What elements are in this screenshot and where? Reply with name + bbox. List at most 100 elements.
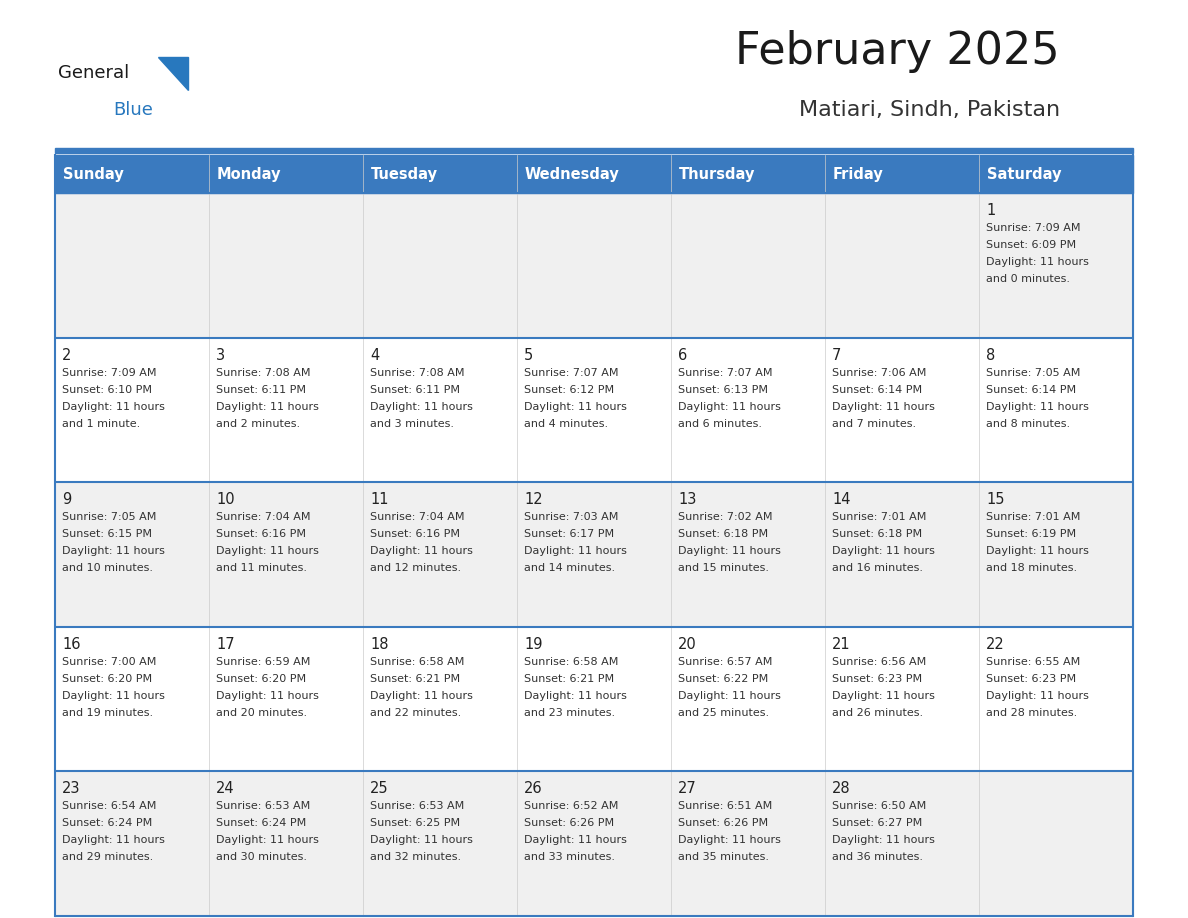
Text: 14: 14 [832,492,851,508]
Text: 11: 11 [369,492,388,508]
Bar [979,338,1133,482]
Bar [364,193,517,338]
Text: Daylight: 11 hours: Daylight: 11 hours [369,835,473,845]
Text: Daylight: 11 hours: Daylight: 11 hours [62,546,165,556]
Text: Sunset: 6:19 PM: Sunset: 6:19 PM [986,529,1076,539]
Text: and 33 minutes.: and 33 minutes. [524,853,615,862]
Bar [209,338,364,482]
Text: Daylight: 11 hours: Daylight: 11 hours [216,691,318,700]
Text: and 36 minutes.: and 36 minutes. [832,853,923,862]
Text: Daylight: 11 hours: Daylight: 11 hours [216,401,318,411]
Text: Tuesday: Tuesday [371,166,438,182]
Text: Monday: Monday [217,166,282,182]
Text: Daylight: 11 hours: Daylight: 11 hours [986,691,1089,700]
Text: Daylight: 11 hours: Daylight: 11 hours [832,835,935,845]
Text: 25: 25 [369,781,388,797]
Text: 3: 3 [216,348,225,363]
Text: 1: 1 [986,203,996,218]
Text: and 28 minutes.: and 28 minutes. [986,708,1078,718]
Text: Saturday: Saturday [987,166,1062,182]
Bar [824,627,979,771]
Bar [517,155,671,193]
Bar [979,771,1133,916]
Text: Sunrise: 7:08 AM: Sunrise: 7:08 AM [369,367,465,377]
Text: 13: 13 [678,492,696,508]
Text: 20: 20 [678,637,696,652]
Text: Sunrise: 6:51 AM: Sunrise: 6:51 AM [678,801,772,812]
Bar [364,771,517,916]
Text: Sunrise: 6:54 AM: Sunrise: 6:54 AM [62,801,157,812]
Text: Sunrise: 6:52 AM: Sunrise: 6:52 AM [524,801,619,812]
Text: Sunset: 6:21 PM: Sunset: 6:21 PM [524,674,614,684]
Bar [55,771,209,916]
Text: and 12 minutes.: and 12 minutes. [369,564,461,573]
Text: Sunset: 6:11 PM: Sunset: 6:11 PM [369,385,460,395]
Text: Sunrise: 7:04 AM: Sunrise: 7:04 AM [216,512,310,522]
Text: and 10 minutes.: and 10 minutes. [62,564,153,573]
Text: 21: 21 [832,637,851,652]
Text: and 14 minutes.: and 14 minutes. [524,564,615,573]
Text: and 2 minutes.: and 2 minutes. [216,419,301,429]
Text: Sunrise: 7:01 AM: Sunrise: 7:01 AM [986,512,1080,522]
Text: Daylight: 11 hours: Daylight: 11 hours [678,401,781,411]
Text: Sunset: 6:18 PM: Sunset: 6:18 PM [832,529,922,539]
Text: Daylight: 11 hours: Daylight: 11 hours [62,401,165,411]
Text: Daylight: 11 hours: Daylight: 11 hours [832,401,935,411]
Bar [209,771,364,916]
Text: and 6 minutes.: and 6 minutes. [678,419,762,429]
Bar [517,627,671,771]
Text: Sunset: 6:26 PM: Sunset: 6:26 PM [678,819,769,828]
Bar [671,193,824,338]
Bar [517,338,671,482]
Text: 28: 28 [832,781,851,797]
Text: and 18 minutes.: and 18 minutes. [986,564,1078,573]
Bar [671,627,824,771]
Text: Daylight: 11 hours: Daylight: 11 hours [369,401,473,411]
Text: Sunset: 6:13 PM: Sunset: 6:13 PM [678,385,767,395]
Bar [55,155,209,193]
Bar [55,482,209,627]
Text: 22: 22 [986,637,1005,652]
Text: Sunrise: 7:01 AM: Sunrise: 7:01 AM [832,512,927,522]
Text: Sunrise: 6:55 AM: Sunrise: 6:55 AM [986,656,1080,666]
Text: Sunrise: 6:53 AM: Sunrise: 6:53 AM [216,801,310,812]
Bar [517,482,671,627]
Text: Sunrise: 6:58 AM: Sunrise: 6:58 AM [369,656,465,666]
Text: Thursday: Thursday [680,166,756,182]
Text: Sunrise: 7:05 AM: Sunrise: 7:05 AM [986,367,1080,377]
Text: Sunset: 6:15 PM: Sunset: 6:15 PM [62,529,152,539]
Bar [824,193,979,338]
Bar [55,193,209,338]
Text: and 20 minutes.: and 20 minutes. [216,708,308,718]
Text: Sunrise: 7:04 AM: Sunrise: 7:04 AM [369,512,465,522]
Text: Sunrise: 7:06 AM: Sunrise: 7:06 AM [832,367,927,377]
Text: Sunrise: 7:09 AM: Sunrise: 7:09 AM [986,223,1081,233]
Text: Sunset: 6:09 PM: Sunset: 6:09 PM [986,240,1076,250]
Text: Sunday: Sunday [63,166,124,182]
Text: Sunrise: 6:57 AM: Sunrise: 6:57 AM [678,656,772,666]
Text: and 35 minutes.: and 35 minutes. [678,853,769,862]
Text: and 4 minutes.: and 4 minutes. [524,419,608,429]
Text: Sunset: 6:24 PM: Sunset: 6:24 PM [62,819,152,828]
Text: Matiari, Sindh, Pakistan: Matiari, Sindh, Pakistan [798,100,1060,120]
Text: Sunrise: 7:08 AM: Sunrise: 7:08 AM [216,367,310,377]
Text: Daylight: 11 hours: Daylight: 11 hours [216,835,318,845]
Text: Daylight: 11 hours: Daylight: 11 hours [678,691,781,700]
Text: Sunrise: 7:07 AM: Sunrise: 7:07 AM [524,367,619,377]
Text: Sunset: 6:14 PM: Sunset: 6:14 PM [986,385,1076,395]
Text: and 23 minutes.: and 23 minutes. [524,708,615,718]
Text: and 25 minutes.: and 25 minutes. [678,708,769,718]
Text: Sunrise: 6:59 AM: Sunrise: 6:59 AM [216,656,310,666]
Text: Sunset: 6:17 PM: Sunset: 6:17 PM [524,529,614,539]
Text: Wednesday: Wednesday [525,166,620,182]
Text: and 32 minutes.: and 32 minutes. [369,853,461,862]
Text: Daylight: 11 hours: Daylight: 11 hours [369,546,473,556]
Text: Sunrise: 7:05 AM: Sunrise: 7:05 AM [62,512,157,522]
Bar [209,193,364,338]
Bar [979,627,1133,771]
Text: Daylight: 11 hours: Daylight: 11 hours [678,546,781,556]
Text: Sunset: 6:18 PM: Sunset: 6:18 PM [678,529,769,539]
Text: and 26 minutes.: and 26 minutes. [832,708,923,718]
Bar [671,155,824,193]
Text: and 30 minutes.: and 30 minutes. [216,853,307,862]
